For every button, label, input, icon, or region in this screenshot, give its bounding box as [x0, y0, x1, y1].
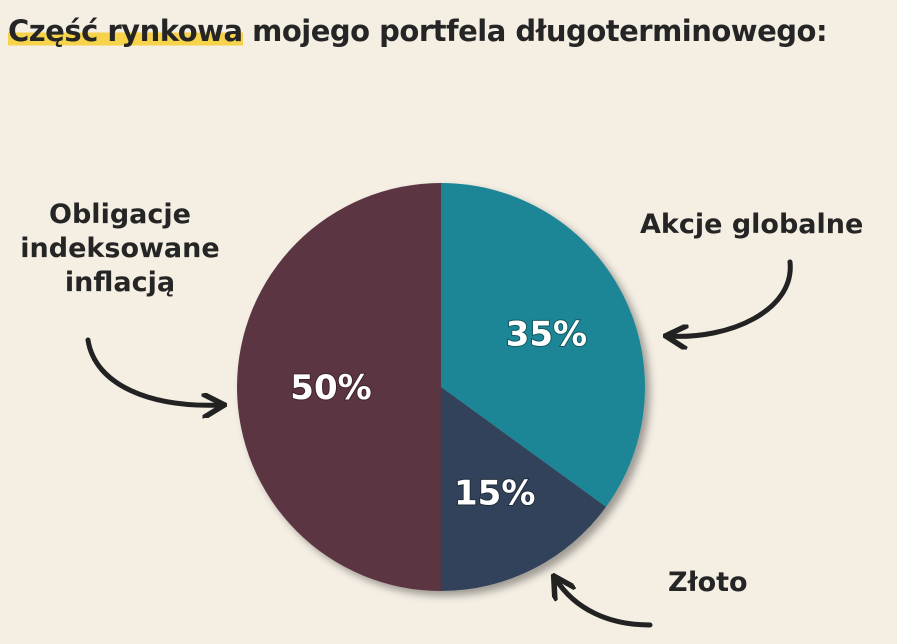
arrow-akcje	[668, 259, 793, 336]
pie-slice-label-0: 35%	[506, 314, 587, 354]
label-obligacje-line3: inflacją	[64, 267, 176, 298]
pie-slice-0	[441, 183, 645, 507]
label-obligacje: Obligacje indeksowane inflacją	[0, 198, 240, 300]
pie-slice-2	[237, 183, 441, 591]
pie-slice-1	[441, 387, 607, 591]
arrow-zloto	[555, 578, 653, 628]
title-highlight: Część rynkowa	[8, 14, 243, 48]
pie-slice-label-1: 15%	[454, 473, 535, 513]
label-akcje-globalne: Akcje globalne	[640, 209, 864, 240]
title-rest: mojego portfela długoterminowego:	[242, 14, 828, 48]
page-title: Część rynkowa mojego portfela długotermi…	[8, 14, 828, 48]
arrow-obligacje	[85, 337, 222, 405]
label-zloto: Złoto	[668, 567, 748, 598]
label-obligacje-line2: indeksowane	[20, 233, 220, 264]
label-obligacje-line1: Obligacje	[49, 199, 191, 230]
pie-slice-label-2: 50%	[290, 368, 371, 408]
